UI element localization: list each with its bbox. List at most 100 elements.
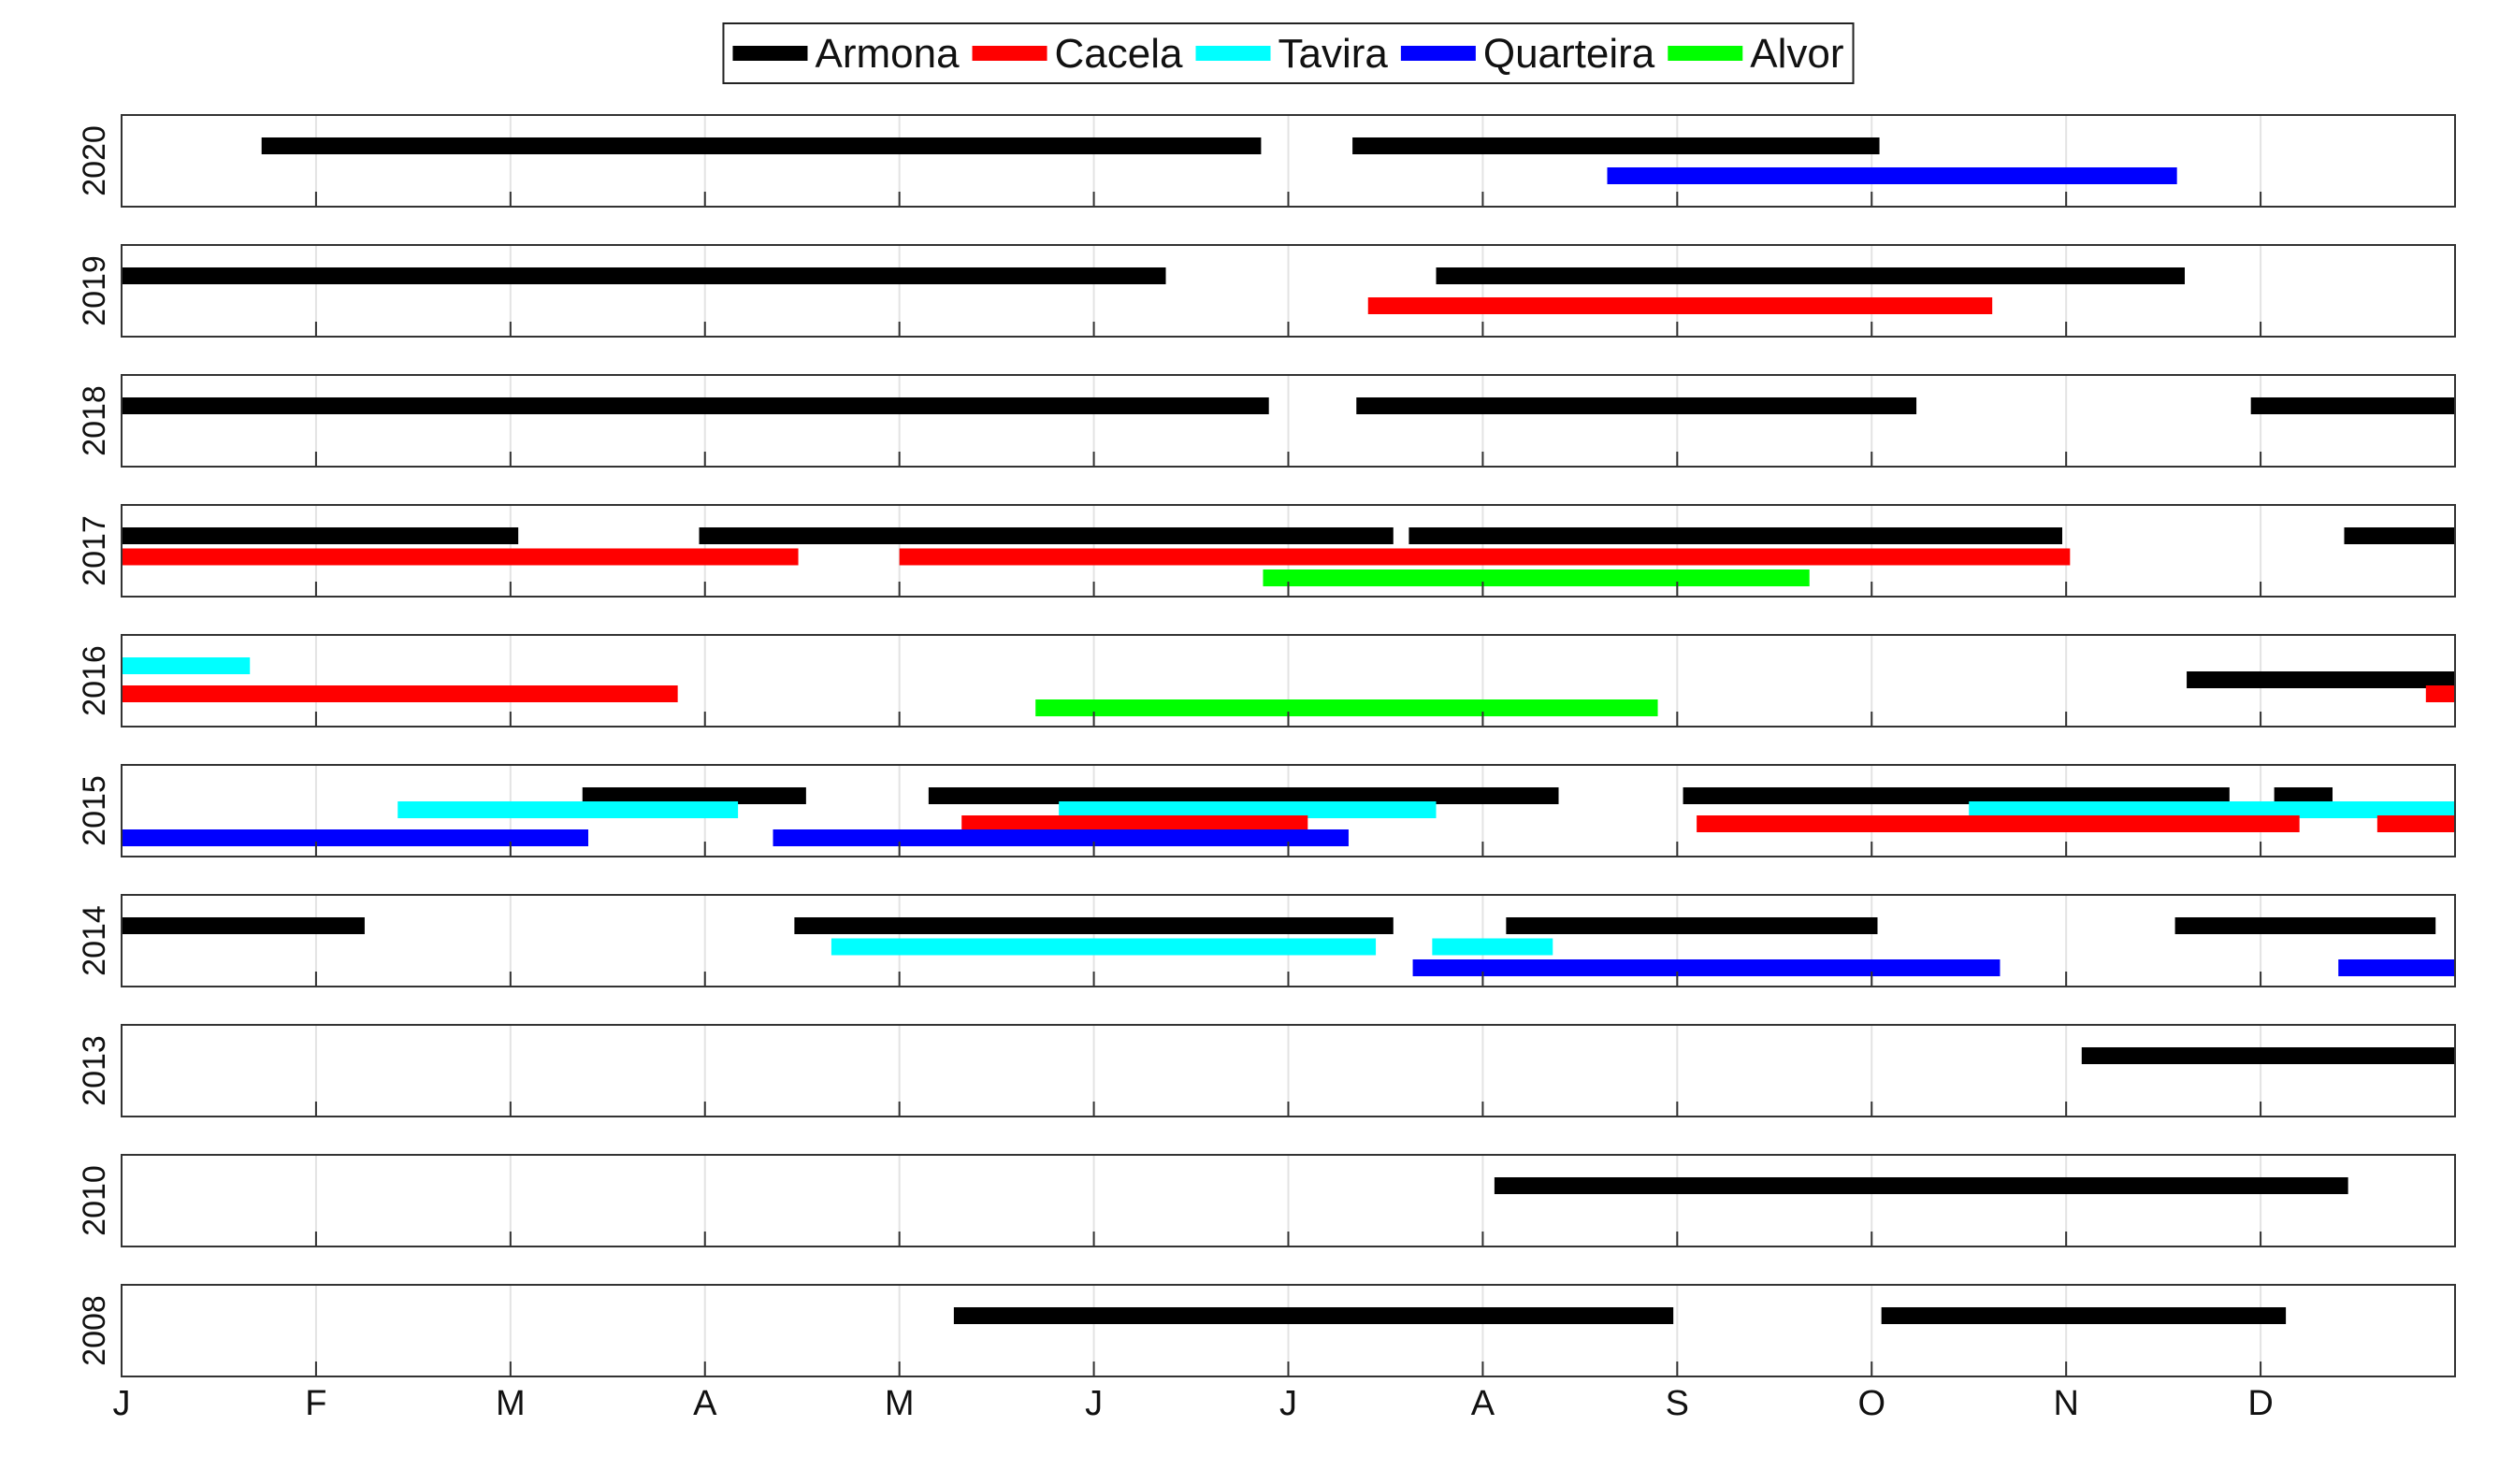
panel-2010: 2010 (77, 1154, 2456, 1247)
panel-frame (121, 1284, 2456, 1377)
bar-armona (2187, 671, 2455, 688)
panel-2013: 2013 (77, 1024, 2456, 1117)
bar-tavira (831, 938, 1377, 956)
legend-label-alvor: Alvor (1750, 31, 1843, 77)
panel-frame (121, 894, 2456, 987)
bar-tavira (122, 657, 251, 674)
x-tick-label: A (693, 1384, 717, 1423)
panel-frame (121, 114, 2456, 208)
bar-armona (1494, 1177, 2348, 1194)
bar-armona (1683, 787, 2230, 804)
bar-tavira (1059, 801, 1437, 818)
panel-2014: 2014 (77, 894, 2456, 987)
bar-armona (1881, 1307, 2287, 1324)
bar-quarteira (122, 829, 588, 846)
bar-armona (2081, 1047, 2455, 1064)
legend-swatch-cacela (972, 46, 1047, 61)
panel-frame (121, 1024, 2456, 1117)
bar-cacela (1697, 815, 2300, 832)
bar-armona (953, 1307, 1674, 1324)
year-label-2016: 2016 (77, 645, 112, 716)
panel-frame (121, 504, 2456, 598)
panels: 2020 2019 2018 2017 2016 2015 2014 2013 2010 2008 (77, 114, 2456, 1377)
year-label-2017: 2017 (77, 515, 112, 586)
x-tick-label: F (305, 1384, 326, 1423)
panel-frame (121, 634, 2456, 728)
panel-2018: 2018 (77, 374, 2456, 468)
bar-alvor (1263, 569, 1810, 586)
bar-armona (2174, 917, 2436, 934)
bar-armona (1506, 917, 1878, 934)
legend-label-tavira: Tavira (1278, 31, 1389, 77)
panel-frame (121, 374, 2456, 468)
bar-cacela (122, 685, 678, 702)
legend-label-quarteira: Quarteira (1483, 31, 1655, 77)
legend-swatch-tavira (1195, 46, 1271, 61)
bar-cacela (2376, 815, 2455, 832)
legend-swatch-alvor (1668, 46, 1743, 61)
bar-quarteira (2338, 959, 2455, 976)
bar-armona (1356, 397, 1917, 414)
x-tick-label: A (1471, 1384, 1495, 1423)
bar-quarteira (773, 829, 1349, 846)
bar-armona (2250, 397, 2455, 414)
legend: Armona Cacela Tavira Quarteira Alvor (722, 22, 1855, 84)
legend-swatch-quarteira (1400, 46, 1476, 61)
year-label-2020: 2020 (77, 125, 112, 196)
panel-2016: 2016 (77, 634, 2456, 728)
bar-alvor (1035, 699, 1658, 716)
panel-2017: 2017 (77, 504, 2456, 598)
x-tick-label: J (1279, 1384, 1297, 1423)
bar-tavira (1969, 801, 2455, 818)
bar-armona (261, 137, 1262, 154)
bar-armona (122, 917, 365, 934)
bar-cacela (2425, 685, 2455, 702)
bar-cacela (899, 548, 2071, 566)
x-tick-label: O (1857, 1384, 1885, 1423)
bar-armona (122, 527, 519, 544)
bar-armona (1436, 267, 2185, 284)
legend-frame (722, 22, 1855, 84)
bar-armona (582, 787, 806, 804)
panel-frame (121, 764, 2456, 857)
legend-label-armona: Armona (815, 31, 960, 77)
bar-cacela (1367, 297, 1993, 314)
x-tick-label: S (1666, 1384, 1689, 1423)
year-label-2008: 2008 (77, 1295, 112, 1366)
panel-2020: 2020 (77, 114, 2456, 208)
year-label-2015: 2015 (77, 775, 112, 846)
bar-armona (928, 787, 1559, 804)
panel-frame (121, 244, 2456, 338)
bar-armona (122, 267, 1166, 284)
x-tick-label: D (2247, 1384, 2273, 1423)
x-tick-label: J (1085, 1384, 1103, 1423)
panel-frame (121, 1154, 2456, 1247)
bar-tavira (397, 801, 739, 818)
x-tick-label: M (885, 1384, 915, 1423)
legend-label-cacela: Cacela (1055, 31, 1183, 77)
x-tick-label: M (496, 1384, 526, 1423)
year-label-2014: 2014 (77, 905, 112, 976)
legend-swatch-armona (732, 46, 808, 61)
year-label-2010: 2010 (77, 1165, 112, 1236)
panel-2019: 2019 (77, 244, 2456, 338)
bar-cacela (961, 815, 1308, 832)
bar-armona (2344, 527, 2455, 544)
bar-tavira (1432, 938, 1553, 956)
bar-armona (1408, 527, 2063, 544)
bar-quarteira (1607, 167, 2177, 184)
panel-2015: 2015 (77, 764, 2456, 857)
x-tick-label: N (2053, 1384, 2078, 1423)
panel-2008: 2008 (77, 1284, 2456, 1377)
bar-armona (2274, 787, 2333, 804)
bar-armona (699, 527, 1394, 544)
bar-armona (122, 397, 1269, 414)
x-tick-label: J (113, 1384, 131, 1423)
bar-armona (1352, 137, 1880, 154)
year-label-2013: 2013 (77, 1035, 112, 1106)
year-label-2018: 2018 (77, 385, 112, 456)
year-label-2019: 2019 (77, 255, 112, 326)
bar-cacela (122, 548, 799, 566)
